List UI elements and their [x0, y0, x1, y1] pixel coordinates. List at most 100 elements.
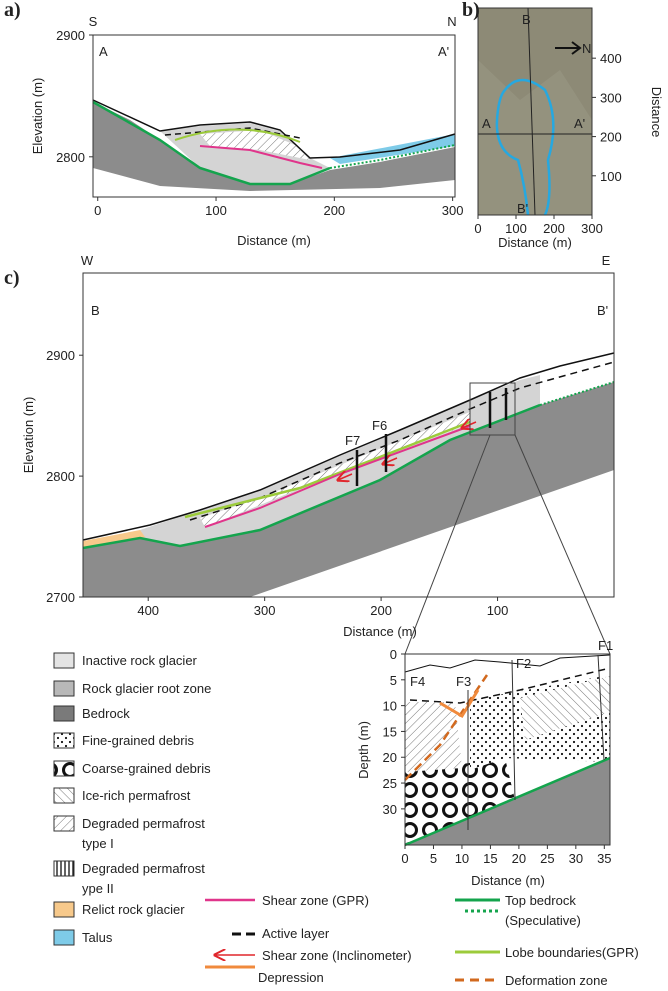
active-layer [409, 667, 611, 704]
shear-arrow [462, 422, 477, 428]
talus [330, 134, 455, 164]
lobe [174, 128, 301, 143]
y-tick-label: 5 [390, 673, 397, 688]
legend-label: Talus [82, 930, 113, 945]
fault [597, 654, 605, 761]
surface [92, 99, 456, 159]
borehole-label: F3 [456, 674, 471, 689]
legend-label: (Speculative) [505, 913, 581, 928]
section-end: A [99, 44, 108, 59]
swatch [53, 705, 75, 722]
swatch [53, 901, 75, 918]
section-end: B [91, 303, 100, 318]
ice-rich [520, 676, 610, 740]
x-tick-label: 30 [569, 851, 583, 866]
borehole-label: F1 [598, 638, 613, 653]
borehole-label: F6 [372, 418, 387, 433]
shear-arrow [338, 474, 353, 480]
y-tick-label: 2900 [46, 348, 75, 363]
shear [199, 145, 323, 169]
legend-label: Relict rock glacier [82, 902, 185, 917]
y-tick-label: 15 [383, 724, 397, 739]
section-end: B' [517, 201, 528, 216]
frame [92, 34, 456, 198]
deformation-zone [404, 674, 489, 781]
swatch [53, 860, 75, 877]
y-tick-label: 2700 [46, 590, 75, 605]
panel-label: a) [4, 0, 21, 21]
coarse-debris [405, 758, 515, 845]
borehole-label: F7 [345, 433, 360, 448]
panel-a: a) S N A A' Distance (m) Elevation (m) [4, 0, 457, 248]
fault [511, 659, 516, 801]
borehole-label: F2 [516, 656, 531, 671]
x-tick-label: 200 [323, 203, 345, 218]
x-tick-label: 20 [512, 851, 526, 866]
legend-label: type I [82, 836, 114, 851]
y-tick-label: 2800 [46, 469, 75, 484]
x-tick-label: 300 [254, 603, 276, 618]
depression [439, 689, 480, 719]
x-tick-label: 100 [487, 603, 509, 618]
legend-label: Top bedrock [505, 893, 576, 908]
panel-label: c) [4, 267, 20, 289]
legend-label: ype II [82, 881, 114, 896]
y-tick-label: 25 [383, 776, 397, 791]
legend-label: Degraded permafrost [82, 816, 205, 831]
y-tick-label: 0 [390, 647, 397, 662]
legend-label: Bedrock [82, 706, 130, 721]
x-tick-label: 10 [455, 851, 469, 866]
y-tick-label: 2900 [56, 28, 85, 43]
y-tick-label: 300 [600, 90, 622, 105]
y-axis-title: Depth (m) [356, 721, 371, 779]
legend-label: Depression [258, 970, 324, 985]
x-tick-label: 5 [430, 851, 437, 866]
ice-rich [200, 130, 310, 160]
legend-label: Rock glacier root zone [82, 681, 211, 696]
zoom-line [514, 434, 611, 655]
section-end: A' [438, 44, 449, 59]
y-axis-title: Elevation (m) [30, 78, 45, 155]
north-label: N [582, 41, 591, 56]
top-bedrock-spec [329, 144, 456, 169]
x-axis-title: Distance (m) [471, 873, 545, 888]
area-labels: Inactive rock glacier Rock glacier root z… [82, 653, 211, 945]
x-tick-label: 100 [205, 203, 227, 218]
x-tick-label: 15 [483, 851, 497, 866]
swatch [53, 815, 75, 832]
x-axis-title: Distance (m) [343, 624, 417, 639]
panel-c: F7 F6 c) W E B B' Distance (m) Elevation… [4, 253, 615, 655]
swatch [53, 732, 75, 749]
north-arrow [555, 41, 582, 55]
swatch [53, 929, 75, 946]
surface [404, 654, 611, 673]
legend-label: Shear zone (GPR) [262, 893, 369, 908]
y-tick-label: 400 [600, 51, 622, 66]
top-bedrock [92, 100, 331, 186]
legend-label: Inactive rock glacier [82, 653, 198, 668]
direction: W [81, 253, 94, 268]
y-tick-label: 10 [383, 699, 397, 714]
x-tick-label: 300 [442, 203, 464, 218]
legend-label: Lobe boundaries(GPR) [505, 945, 639, 960]
y-tick-label: 200 [600, 130, 622, 145]
swatch [53, 760, 75, 777]
swatch [53, 652, 75, 669]
legend-label: Fine-grained debris [82, 733, 195, 748]
y-tick-label: 100 [600, 169, 622, 184]
glacier-outline [495, 78, 555, 216]
zoom-box [469, 382, 516, 436]
legend-label: Coarse-grained debris [82, 761, 211, 776]
panel-label: b) [462, 0, 480, 21]
x-tick-label: 25 [540, 851, 554, 866]
borehole-label: F4 [410, 674, 425, 689]
x-tick-label: 100 [505, 221, 527, 236]
x-tick-label: 300 [581, 221, 603, 236]
y-tick-label: 2800 [56, 150, 85, 165]
x-tick-label: 35 [597, 851, 611, 866]
degraded [405, 702, 462, 772]
legend-label: Deformation zone [505, 973, 608, 988]
y-axis-title: Distance [649, 87, 664, 138]
